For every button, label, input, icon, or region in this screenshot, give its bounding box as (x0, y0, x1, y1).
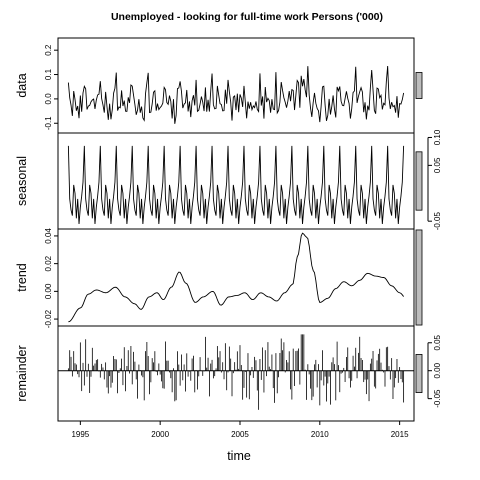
y-tick-label-data: 0.2 (44, 44, 53, 56)
y-tick-label-trend: 0.04 (44, 228, 53, 244)
chart-title: Unemployed - looking for full-time work … (111, 11, 383, 23)
x-tick-label: 2015 (391, 430, 409, 439)
seasonal-series-line (67, 145, 405, 225)
y-tick-label-data: 0.0 (44, 93, 53, 105)
x-tick-label: 2010 (311, 430, 329, 439)
y-axis-label-remainder: remainder (15, 345, 29, 401)
trend-series-line (68, 232, 404, 323)
range-bar-seasonal (415, 151, 423, 211)
panel-frame-trend (57, 228, 415, 327)
range-bar-remainder (415, 354, 423, 393)
y-tick-label-data: -0.1 (44, 116, 53, 130)
range-bar-trend (415, 229, 423, 326)
y-tick-label-seasonal: 0.05 (433, 157, 442, 173)
y-tick-label-remainder: -0.05 (433, 389, 442, 408)
y-axis-label-seasonal: seasonal (15, 156, 29, 206)
x-tick-label: 2005 (231, 430, 249, 439)
panels-group: -0.1 0.0 0.1 0.2 data -0.05 0.05 0.10 seasonal -0… (15, 37, 442, 439)
y-axis-label-data: data (15, 73, 29, 97)
y-axis-label-trend: trend (15, 263, 29, 292)
y-tick-label-seasonal: -0.05 (433, 212, 442, 231)
x-tick-label: 1995 (71, 430, 89, 439)
y-tick-label-trend: 0.02 (44, 255, 53, 271)
range-bar-data (415, 72, 423, 99)
y-tick-label-data: 0.1 (44, 68, 53, 80)
y-tick-label-seasonal: 0.10 (433, 129, 442, 145)
y-tick-label-trend: -0.02 (44, 309, 53, 328)
x-tick-label: 2000 (151, 430, 169, 439)
x-axis-label: time (227, 449, 251, 463)
y-tick-label-remainder: 0.05 (433, 334, 442, 350)
data-series-line (67, 66, 405, 124)
panel-frame-remainder (57, 325, 415, 422)
y-tick-label-trend: 0.00 (44, 283, 53, 299)
y-tick-label-remainder: 0.00 (433, 362, 442, 378)
